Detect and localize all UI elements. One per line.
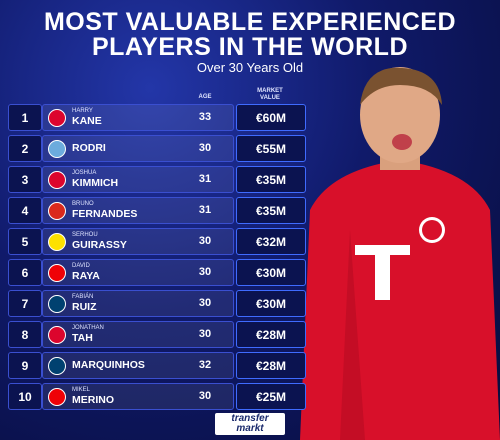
first-name: HARRY — [72, 108, 93, 114]
player-photo — [300, 67, 500, 440]
club-badge — [48, 109, 66, 127]
club-badge — [48, 295, 66, 313]
market-value: €30M — [236, 259, 306, 286]
market-value: €32M — [236, 228, 306, 255]
row-panel — [42, 197, 234, 224]
rank: 2 — [8, 135, 42, 162]
age: 33 — [198, 111, 212, 123]
age: 30 — [198, 390, 212, 402]
logo-line: markt — [236, 423, 264, 434]
row-panel — [42, 166, 234, 193]
age: 30 — [198, 266, 212, 278]
club-badge — [48, 388, 66, 406]
last-name: RUIZ — [72, 301, 97, 313]
market-value: €28M — [236, 321, 306, 348]
market-value: €35M — [236, 166, 306, 193]
age: 31 — [198, 173, 212, 185]
rank: 10 — [8, 383, 42, 410]
first-name: MIKEL — [72, 387, 91, 393]
club-badge — [48, 202, 66, 220]
last-name: GUIRASSY — [72, 239, 127, 251]
age: 30 — [198, 142, 212, 154]
first-name: JOSHUA — [72, 170, 97, 176]
rank: 8 — [8, 321, 42, 348]
rank: 1 — [8, 104, 42, 131]
last-name: KIMMICH — [72, 177, 119, 189]
rank: 5 — [8, 228, 42, 255]
column-header-line: VALUE — [260, 95, 280, 101]
title-line: PLAYERS IN THE WORLD — [91, 33, 409, 61]
rank: 9 — [8, 352, 42, 379]
club-badge — [48, 233, 66, 251]
last-name: RAYA — [72, 270, 100, 282]
last-name: KANE — [72, 115, 102, 127]
market-value: €25M — [236, 383, 306, 410]
age: 30 — [198, 297, 212, 309]
club-badge — [48, 264, 66, 282]
age: 32 — [198, 359, 212, 371]
market-value: €55M — [236, 135, 306, 162]
market-value: €60M — [236, 104, 306, 131]
row-panel — [42, 135, 234, 162]
row-panel — [42, 259, 234, 286]
row-panel — [42, 383, 234, 410]
last-name: RODRI — [72, 142, 106, 154]
last-name: MERINO — [72, 394, 114, 406]
market-value: €28M — [236, 352, 306, 379]
first-name: SERHOU — [72, 232, 98, 238]
rank: 3 — [8, 166, 42, 193]
club-badge — [48, 171, 66, 189]
rank: 6 — [8, 259, 42, 286]
market-value: €30M — [236, 290, 306, 317]
row-panel — [42, 321, 234, 348]
rank: 7 — [8, 290, 42, 317]
first-name: BRUNO — [72, 201, 94, 207]
subtitle: Over 30 Years Old — [196, 60, 304, 75]
title-line: MOST VALUABLE EXPERIENCED — [43, 8, 457, 36]
market-value: €35M — [236, 197, 306, 224]
age: 30 — [198, 328, 212, 340]
first-name: DAVID — [72, 263, 90, 269]
first-name: FABIÁN — [72, 294, 94, 300]
club-badge — [48, 357, 66, 375]
row-panel — [42, 104, 234, 131]
footer-logo: transfer markt — [215, 413, 285, 435]
column-header-line: MARKET — [257, 88, 283, 94]
logo-line: transfer — [231, 413, 269, 424]
row-panel — [42, 290, 234, 317]
age: 31 — [198, 204, 212, 216]
column-header: MARKET VALUE — [240, 88, 300, 102]
column-header: AGE — [198, 94, 212, 100]
club-badge — [48, 140, 66, 158]
rank: 4 — [8, 197, 42, 224]
first-name: JONATHAN — [72, 325, 104, 331]
last-name: TAH — [72, 332, 93, 344]
age: 30 — [198, 235, 212, 247]
club-badge — [48, 326, 66, 344]
row-panel — [42, 228, 234, 255]
row-panel — [42, 352, 234, 379]
last-name: MARQUINHOS — [72, 359, 145, 371]
last-name: FERNANDES — [72, 208, 138, 220]
